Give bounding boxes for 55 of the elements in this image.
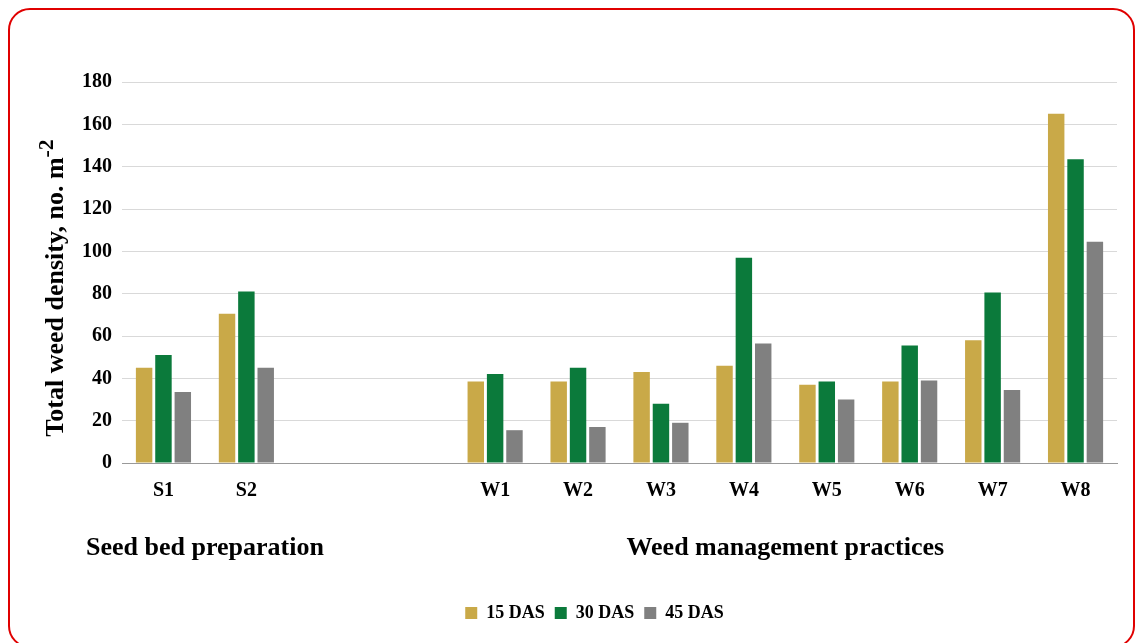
bar bbox=[550, 381, 567, 463]
bar bbox=[569, 367, 587, 463]
bar bbox=[1067, 159, 1084, 463]
legend-label: 45 DAS bbox=[665, 601, 724, 622]
bar bbox=[965, 340, 982, 463]
x-tick-label: W2 bbox=[563, 478, 594, 501]
y-tick-label: 140 bbox=[82, 153, 112, 176]
x-tick-label: W7 bbox=[977, 478, 1008, 501]
bar bbox=[257, 367, 274, 463]
bar bbox=[920, 380, 938, 463]
x-tick-label: S1 bbox=[152, 478, 175, 501]
bar bbox=[238, 291, 255, 463]
x-tick-label: W5 bbox=[811, 478, 842, 501]
bar bbox=[672, 422, 689, 463]
x-tick-label: W4 bbox=[728, 478, 759, 501]
text: Seed bed preparation bbox=[85, 531, 325, 561]
y-tick-label: 60 bbox=[92, 323, 112, 346]
y-tick-label: 160 bbox=[82, 111, 112, 134]
bar bbox=[837, 399, 855, 463]
x-tick-label: W1 bbox=[480, 478, 511, 501]
bar bbox=[818, 381, 836, 463]
y-tick-label: 40 bbox=[92, 365, 112, 388]
y-tick-label: 180 bbox=[82, 69, 112, 92]
x-tick-label: S2 bbox=[235, 478, 257, 501]
y-tick-label: 120 bbox=[82, 196, 112, 219]
x-tick-label: W8 bbox=[1060, 478, 1091, 501]
bar bbox=[735, 257, 753, 463]
x-tick-label: W6 bbox=[894, 478, 925, 501]
bar bbox=[467, 381, 484, 463]
text: Weed management practices bbox=[626, 531, 945, 561]
x-tick-label: W3 bbox=[645, 478, 676, 501]
y-tick-label: 20 bbox=[92, 407, 112, 430]
bar bbox=[882, 381, 899, 463]
bar bbox=[901, 345, 918, 463]
bar bbox=[755, 343, 772, 463]
bar bbox=[1003, 389, 1021, 463]
bar bbox=[633, 371, 650, 463]
bar bbox=[589, 427, 606, 463]
y-tick-label: 100 bbox=[82, 238, 112, 261]
bar bbox=[135, 367, 153, 463]
bar bbox=[984, 292, 1001, 463]
bar bbox=[218, 313, 236, 463]
legend-label: 30 DAS bbox=[575, 601, 635, 622]
y-tick-label: 80 bbox=[92, 280, 112, 303]
bar bbox=[155, 355, 172, 463]
bar bbox=[506, 430, 523, 463]
bar bbox=[486, 374, 504, 463]
bar bbox=[1086, 241, 1104, 463]
bar bbox=[716, 365, 733, 463]
bar bbox=[799, 384, 816, 463]
y-tick-label: 0 bbox=[102, 450, 112, 473]
bar bbox=[174, 392, 192, 463]
legend-label: 15 DAS bbox=[486, 601, 545, 622]
bar bbox=[652, 403, 670, 463]
bar bbox=[1047, 113, 1065, 463]
